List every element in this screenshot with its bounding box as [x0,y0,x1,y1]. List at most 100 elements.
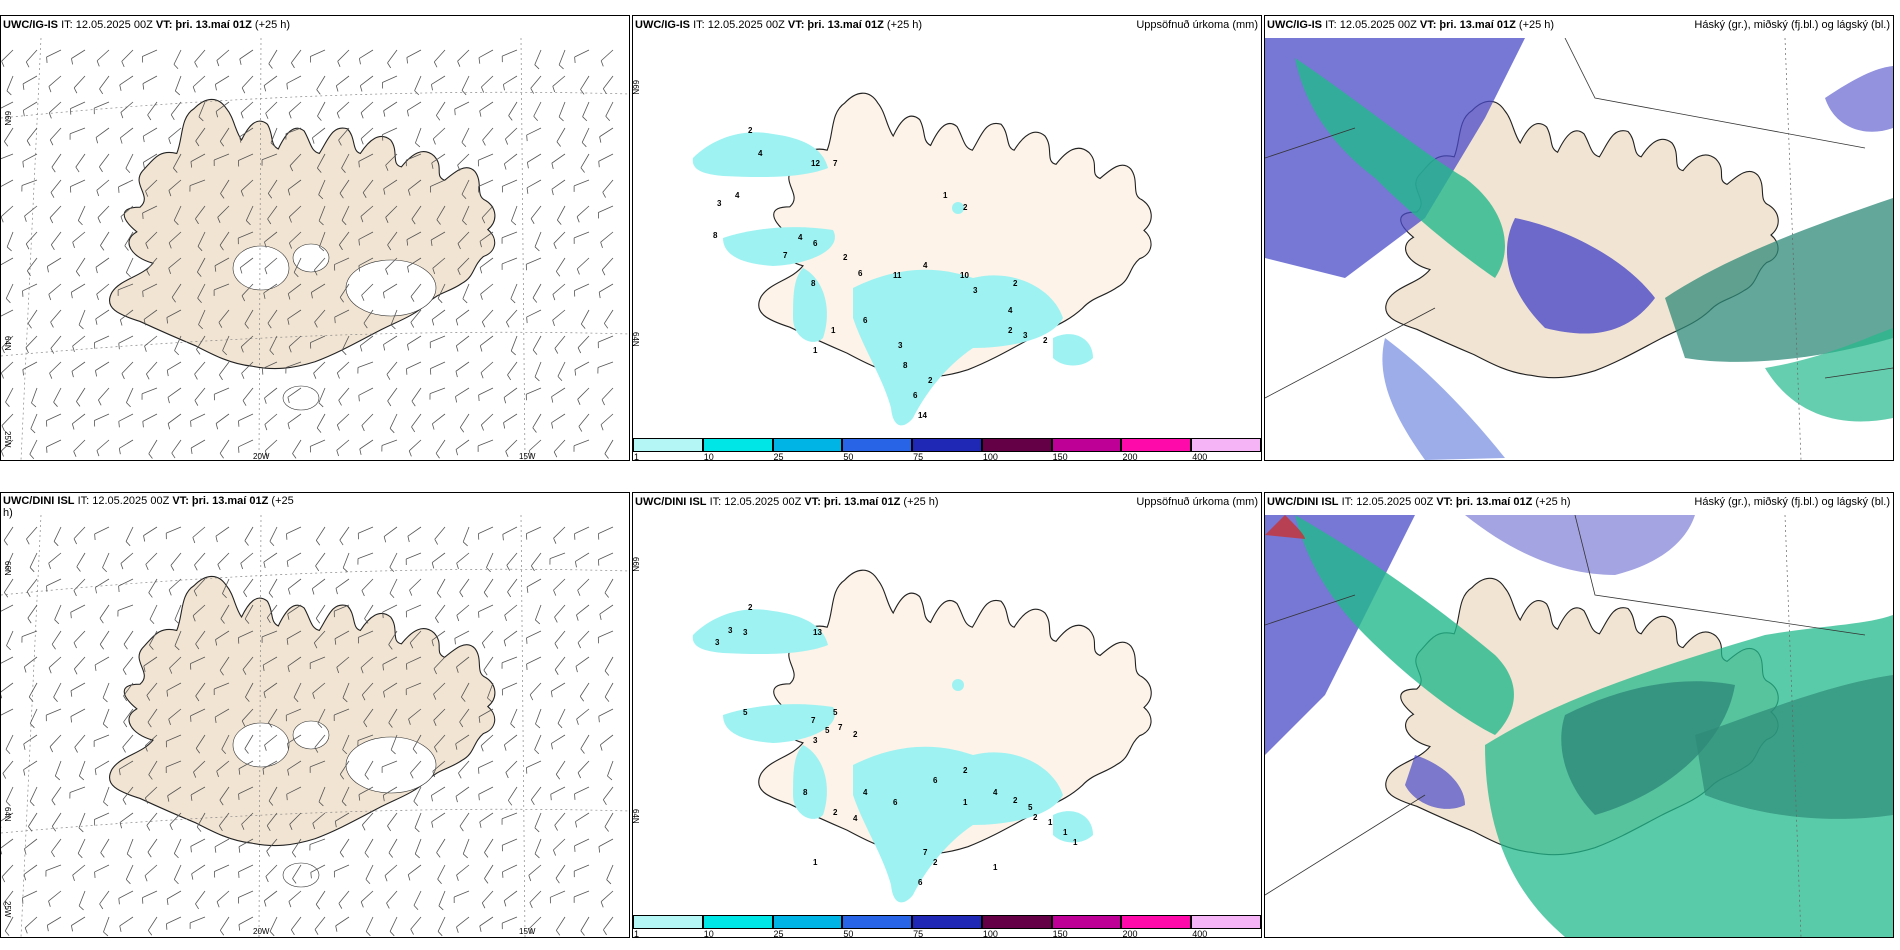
field-title: Háský (gr.), miðský (fj.bl.) og lágský (… [1694,496,1890,508]
cloud-map-panel-bottom: UWC/DINI ISL IT: 12.05.2025 00Z VT: þri.… [1264,492,1894,938]
wind-barb [265,101,278,114]
wind-barb [314,309,326,323]
wind-barb-feather [529,694,534,701]
wind-barb [261,153,278,161]
wind-barb-feather [75,271,81,277]
wind-barb [268,49,278,64]
wind-barb [575,552,590,562]
wind-barb [214,682,230,690]
wind-barb [190,413,206,422]
wind-barb-feather [455,345,459,352]
wind-barb [573,179,590,187]
lat-label-64: 64N [3,336,12,351]
wind-barb-feather [436,592,442,598]
wind-barb [408,708,422,720]
wind-barb-feather [78,827,84,833]
wind-barb [240,335,254,348]
wind-barb [241,361,254,374]
wind-barb [431,153,446,164]
panel-header: UWC/IG-IS IT: 12.05.2025 00Z VT: þri. 13… [1265,16,1893,38]
wind-barb-feather [198,324,204,330]
model-name: UWC/DINI ISL [635,496,707,508]
wind-barb-feather [149,619,155,625]
wind-barb [407,101,422,111]
wind-barb [123,630,134,645]
wind-barb [358,387,374,396]
wind-barb-feather [454,638,456,645]
precip-value: 2 [1008,326,1013,335]
precip-value: 3 [715,638,720,647]
wind-barb-feather [219,453,224,459]
wind-barb [266,604,278,618]
wind-barb [341,335,350,351]
wind-barb [264,231,278,243]
wind-barb [78,760,86,777]
wind-barb [143,656,158,667]
wind-barb [455,309,470,320]
init-time: IT: 12.05.2025 00Z [1325,19,1417,31]
wind-barb-feather [118,343,120,350]
wind-barb-feather [95,587,97,594]
wind-barb-feather [342,749,348,755]
wind-barb-feather [292,878,297,884]
wind-barb-feather [174,645,180,651]
wind-barb [550,890,566,898]
wind-barb-feather [174,350,180,356]
wind-barb-feather [96,294,99,301]
wind-barb-feather [528,875,532,882]
wind-barb-feather [197,297,202,303]
wind-barb [385,205,398,218]
wind-barb [238,864,254,873]
wind-barb-feather [388,722,393,728]
wind-barb [312,127,326,139]
wind-barb [70,682,86,692]
wind-barb [455,439,470,450]
wind-barb-feather [2,903,7,910]
wind-barb [481,309,494,323]
wind-barb [554,335,566,349]
wind-barb [431,630,446,641]
wind-barb-feather [197,246,203,252]
wind-barb-feather [383,188,386,195]
wind-barb-feather [26,140,31,146]
wind-barb [526,656,542,665]
colorbar-swatch [1191,915,1261,929]
wind-barb [197,257,206,273]
wind-barb [503,413,518,423]
wind-barb [144,734,158,747]
wind-barb [341,786,350,802]
wind-barb-feather [607,775,613,781]
colorbar-swatch [772,438,843,452]
wind-barb-feather [219,799,224,806]
wind-barb-feather [118,898,120,905]
wind-barb-feather [313,373,317,379]
wind-barb-feather [359,448,362,455]
wind-barb-feather [436,852,441,858]
wind-barb [238,413,254,422]
wind-barb-feather [318,194,324,200]
wind-barb-feather [49,139,54,146]
wind-barb [51,153,62,168]
precip-value: 3 [898,341,903,350]
wind-barb [532,413,542,428]
wind-barb [262,656,278,666]
precip-value: 2 [933,858,938,867]
wind-barb [554,630,566,644]
wind-barb [241,75,254,89]
wind-barb [597,361,614,368]
wind-barb-feather [574,56,576,64]
wind-barb [533,101,542,117]
wind-barb [263,75,278,86]
wind-barb-feather [526,135,528,142]
wind-barb [288,335,302,348]
wind-barb-feather [118,448,121,455]
wind-barb [238,890,254,898]
wind-barb [602,75,614,89]
wind-barb-feather [1,372,4,379]
wind-barb [48,890,62,902]
wind-barb-feather [341,167,346,173]
wind-barb-feather [53,696,58,702]
lon-label-25: 25W [3,901,12,918]
wind-barb [1,153,14,160]
wind-barb-feather [1,850,3,855]
